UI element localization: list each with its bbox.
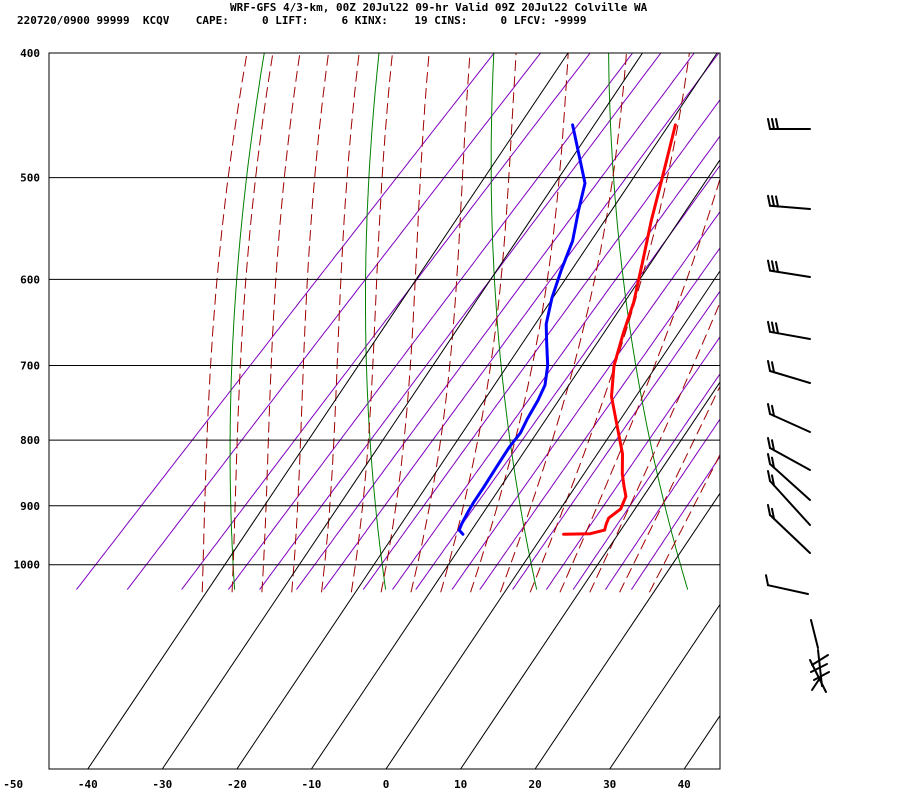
temperature-tick-label: 20: [528, 778, 541, 791]
pressure-tick-label: 600: [20, 273, 40, 286]
chart-title: WRF-GFS 4/3-km, 00Z 20Jul22 09-hr Valid …: [230, 1, 648, 14]
moist-adiabat-line: [231, 53, 274, 593]
mixing-ratio-line: [572, 373, 720, 590]
temperature-tick-label: -40: [78, 778, 98, 791]
isotherm-line: [460, 381, 721, 770]
pressure-tick-label: 400: [20, 47, 40, 60]
temperature-tick-label: -20: [227, 778, 247, 791]
mixing-ratio-line: [228, 53, 634, 590]
mixing-ratio-line: [296, 53, 695, 590]
wind-barb-icon: [767, 504, 811, 554]
moist-adiabat-line: [529, 53, 690, 593]
mixing-ratio-line: [546, 336, 720, 590]
moist-adiabat-line: [559, 177, 720, 593]
sounding-profiles: [457, 123, 677, 536]
moist-adiabat-line: [440, 53, 517, 593]
mixing-ratio-line: [127, 53, 542, 590]
isotherm-line: [161, 52, 643, 770]
dry-adiabat-line: [837, 46, 900, 589]
temperature-tick-label: -30: [152, 778, 172, 791]
isotherm-line: [683, 715, 721, 770]
wind-barb-icon: [767, 118, 811, 130]
wind-barb-icon: [767, 437, 811, 471]
moist-adiabat-line: [589, 301, 720, 593]
isotherm-line: [609, 604, 721, 770]
wind-barb-icon: [767, 194, 811, 210]
isotherm-line: [385, 270, 721, 770]
temperature-tick-label: 40: [678, 778, 691, 791]
wind-barb-icon: [767, 259, 811, 278]
dry-adiabat-line: [723, 46, 839, 589]
mixing-ratio-line: [259, 53, 662, 590]
pressure-tick-label: 1000: [14, 559, 41, 572]
moist-adiabat-line: [321, 53, 360, 593]
mixing-ratio-line: [415, 164, 720, 590]
temperature-tick-label: -10: [301, 778, 321, 791]
dry-adiabat-lines: [229, 46, 900, 590]
moist-adiabat-line: [380, 53, 430, 593]
dry-adiabat-line: [365, 53, 387, 590]
pressure-tick-label: 500: [20, 172, 40, 185]
wind-barb-icon: [767, 403, 811, 433]
temperature-tick-label: 30: [603, 778, 616, 791]
mixing-ratio-lines: [76, 53, 720, 590]
mixing-ratio-line: [181, 53, 591, 590]
dry-adiabat-line: [608, 53, 689, 590]
moist-adiabat-line: [201, 53, 248, 593]
mixing-ratio-line: [323, 53, 720, 590]
pressure-tick-label: 800: [20, 434, 40, 447]
moist-adiabat-line: [410, 53, 471, 593]
dry-adiabat-line: [490, 53, 538, 590]
isotherm-line: [236, 52, 718, 770]
dewpoint-profile-line: [457, 123, 587, 536]
temperature-tick-label: 10: [454, 778, 467, 791]
wind-barb-icon: [767, 320, 811, 340]
isotherm-line: [87, 52, 569, 770]
mixing-ratio-line: [631, 455, 720, 590]
moist-adiabat-line: [350, 53, 393, 593]
axis-tick-labels: 400 500 600 700 800 900 1000 -50 -40 -30 -20 -10 0 10…: [3, 47, 691, 791]
plot-frame: [48, 52, 721, 770]
moist-adiabat-line: [470, 53, 569, 593]
temperature-tick-label: 0: [383, 778, 390, 791]
dry-adiabat-line: [229, 53, 265, 590]
wind-barb-icon: [809, 619, 830, 693]
wind-barb-icon: [767, 470, 811, 526]
mixing-ratio-line: [512, 290, 720, 590]
plot-grid: [49, 52, 721, 770]
temperature-tick-label: -50: [3, 778, 23, 791]
pressure-tick-label: 700: [20, 360, 40, 373]
temperature-profile-line: [562, 123, 677, 536]
moist-adiabat-lines: [201, 53, 720, 593]
wind-barbs-column: [765, 118, 830, 693]
moist-adiabat-line: [291, 53, 329, 593]
mixing-ratio-line: [605, 418, 720, 590]
mixing-ratio-line: [451, 210, 720, 590]
pressure-tick-label: 900: [20, 500, 40, 513]
isotherm-line: [310, 159, 721, 770]
moist-adiabat-line: [649, 453, 720, 593]
wind-barb-icon: [767, 453, 811, 501]
mixing-ratio-line: [392, 135, 720, 590]
wind-barb-icon: [767, 360, 811, 384]
isotherm-line: [534, 493, 721, 770]
mixing-ratio-line: [76, 53, 495, 590]
station-stats-line: 220720/0900 99999 KCQV CAPE: 0 LIFT: 6 K…: [17, 14, 587, 27]
header: WRF-GFS 4/3-km, 00Z 20Jul22 09-hr Valid …: [0, 0, 900, 30]
moist-adiabat-line: [619, 385, 720, 593]
wind-barb-icon: [765, 574, 809, 595]
moist-adiabat-line: [261, 53, 301, 593]
mixing-ratio-line: [479, 247, 720, 590]
